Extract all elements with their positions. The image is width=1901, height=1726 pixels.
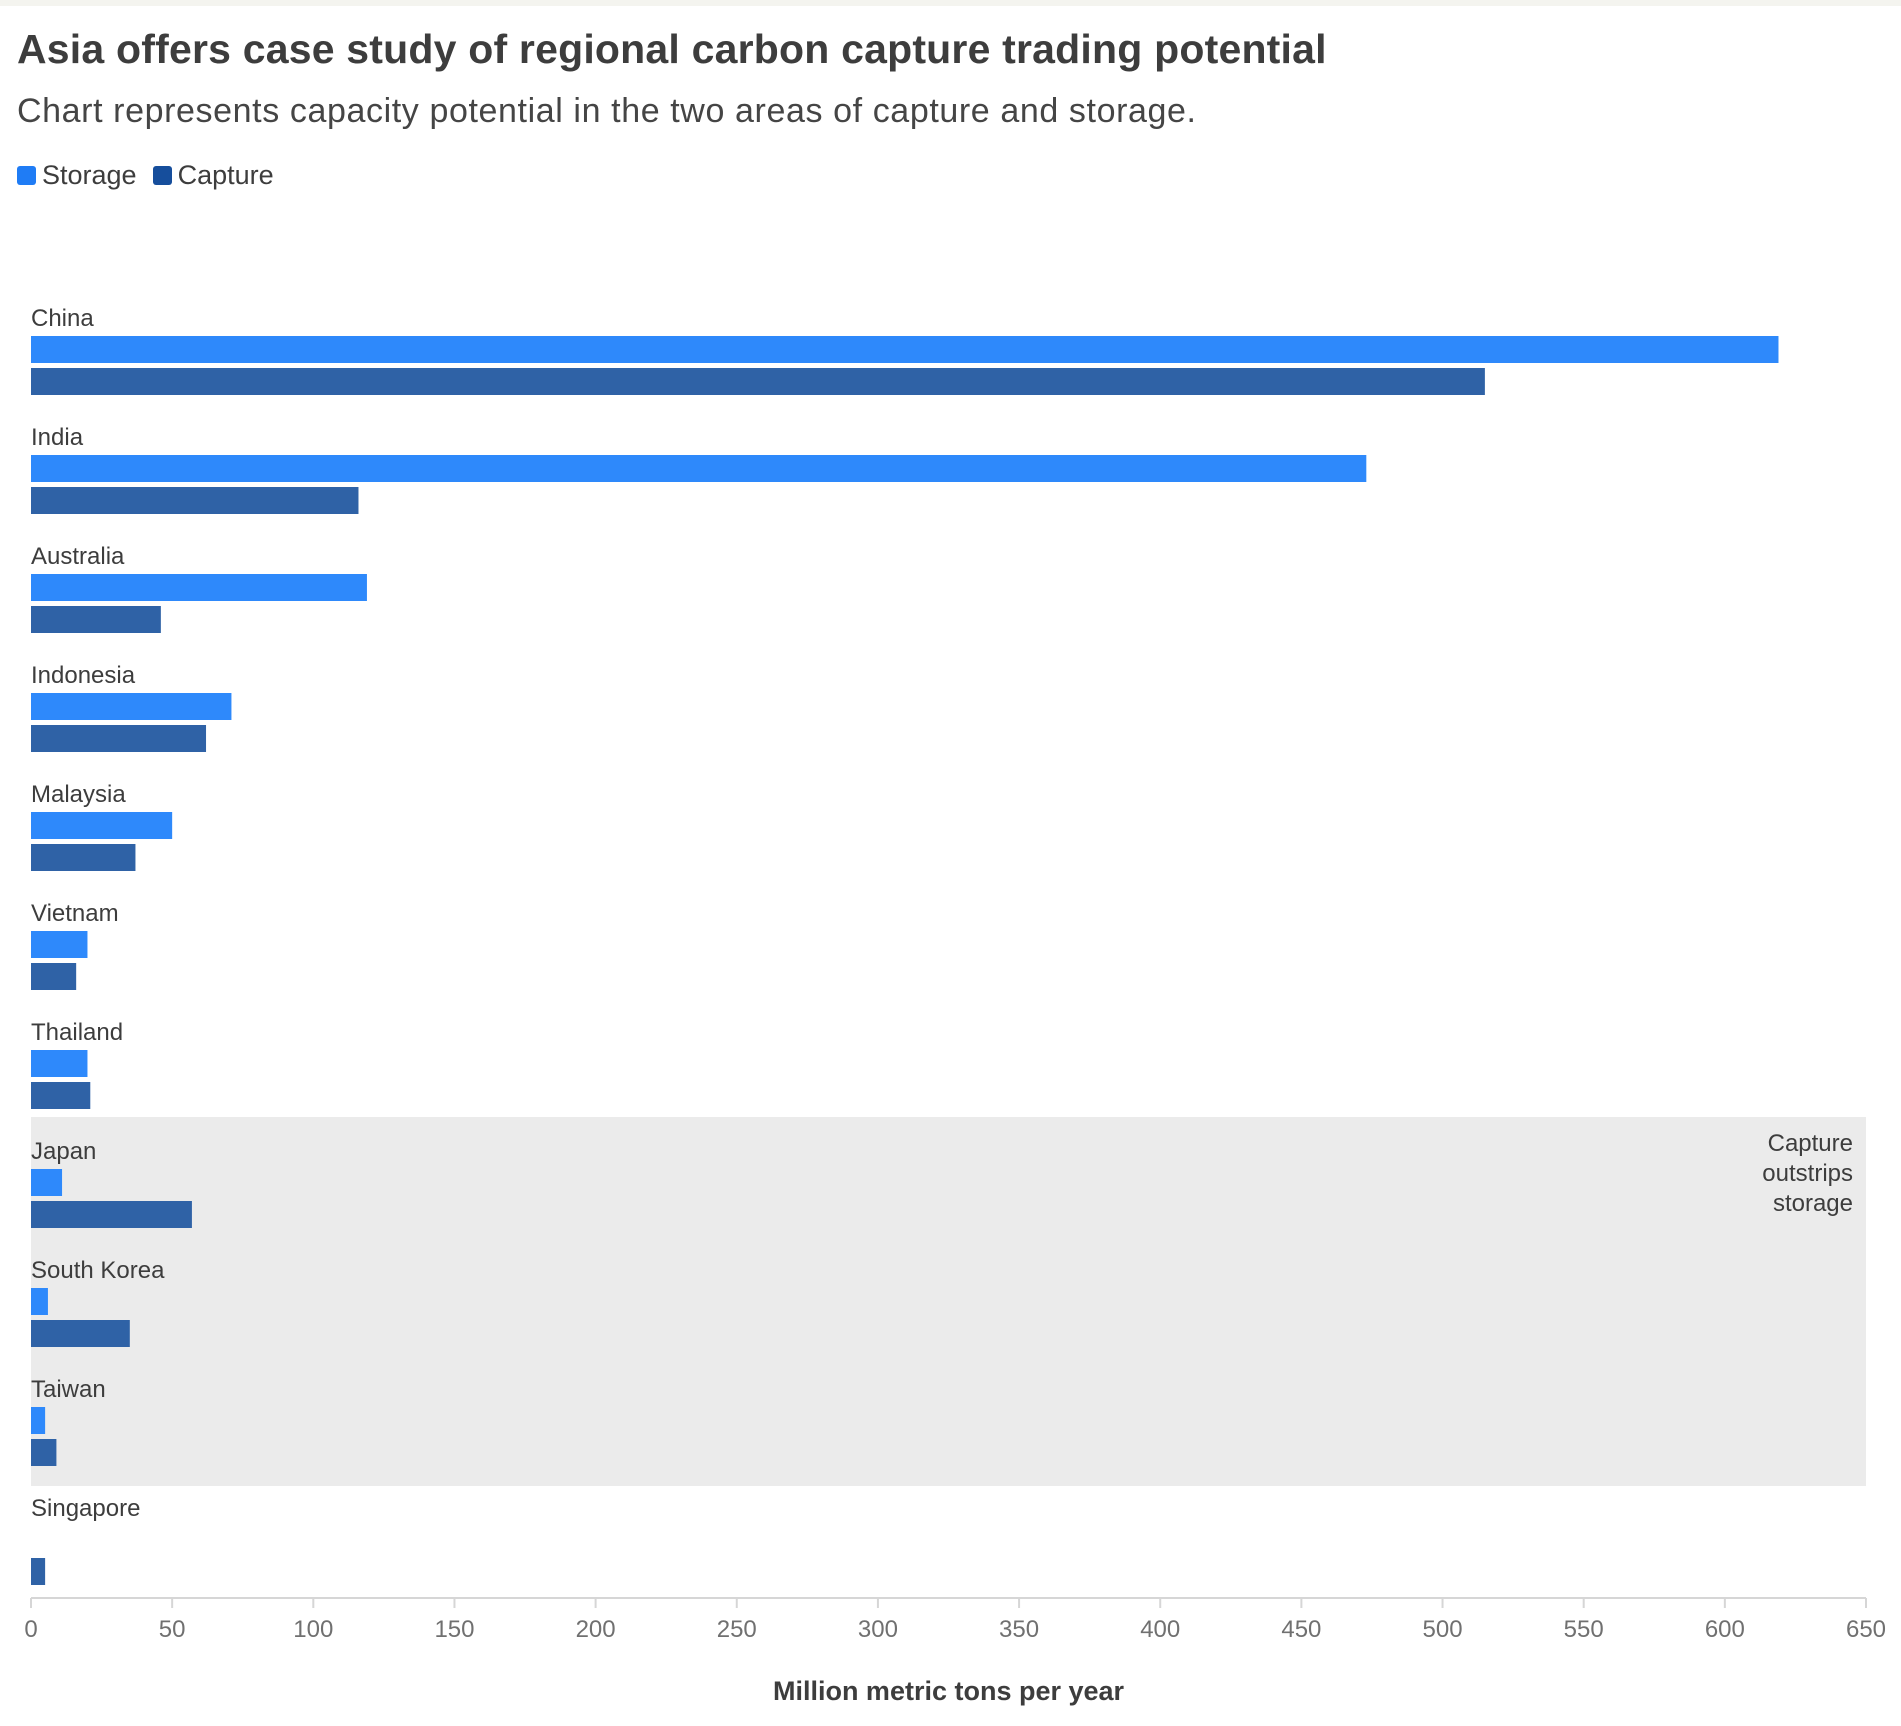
category-label: South Korea	[31, 1257, 165, 1284]
bar-capture	[31, 487, 359, 514]
top-border	[0, 0, 1901, 6]
bar-capture	[31, 368, 1485, 395]
bar-storage	[31, 693, 232, 720]
bar-storage	[31, 574, 367, 601]
legend-item-storage: Storage	[17, 160, 137, 191]
x-tick-label: 650	[1846, 1616, 1886, 1643]
bar-storage	[31, 336, 1779, 363]
bar-storage	[31, 1050, 88, 1077]
category-label: India	[31, 424, 84, 451]
bar-storage	[31, 455, 1367, 482]
category-label: Japan	[31, 1138, 96, 1165]
category-label: Malaysia	[31, 781, 126, 808]
x-tick-label: 100	[293, 1616, 333, 1643]
category-label: Vietnam	[31, 900, 119, 927]
annotation-text: Capture	[1768, 1130, 1853, 1157]
legend-label-capture: Capture	[177, 160, 274, 190]
bar-storage	[31, 1288, 48, 1315]
bar-storage	[31, 1407, 46, 1434]
bar-capture	[31, 725, 207, 752]
x-tick-label: 250	[717, 1616, 757, 1643]
category-label: China	[31, 305, 94, 332]
legend-swatch-capture	[152, 166, 172, 185]
legend-item-capture: Capture	[152, 160, 274, 191]
bar-storage	[31, 931, 88, 958]
bar-storage	[31, 812, 173, 839]
bar-capture	[31, 1320, 130, 1347]
bar-capture	[31, 1558, 46, 1585]
x-tick-label: 500	[1423, 1616, 1463, 1643]
annotation-text: outstrips	[1762, 1160, 1853, 1187]
x-tick-label: 600	[1705, 1616, 1745, 1643]
x-tick-label: 400	[1140, 1616, 1180, 1643]
legend-swatch-storage	[17, 166, 36, 185]
highlight-band	[31, 1117, 1866, 1486]
x-tick-label: 50	[159, 1616, 186, 1643]
legend-label-storage: Storage	[42, 160, 137, 190]
x-tick-label: 550	[1564, 1616, 1604, 1643]
x-tick-label: 450	[1281, 1616, 1321, 1643]
category-label: Thailand	[31, 1019, 123, 1046]
category-label: Singapore	[31, 1495, 140, 1522]
chart-subtitle: Chart represents capacity potential in t…	[17, 92, 1197, 130]
x-tick-label: 200	[576, 1616, 616, 1643]
category-label: Indonesia	[31, 662, 136, 689]
bar-capture	[31, 606, 161, 633]
bar-capture	[31, 844, 136, 871]
x-tick-label: 0	[24, 1616, 37, 1643]
bar-capture	[31, 963, 77, 990]
category-label: Australia	[31, 543, 125, 570]
x-tick-label: 150	[434, 1616, 474, 1643]
bar-capture	[31, 1201, 192, 1228]
x-axis-title: Million metric tons per year	[773, 1676, 1125, 1706]
annotation-text: storage	[1773, 1190, 1853, 1217]
chart-legend: Storage Capture	[17, 160, 290, 191]
bar-storage	[31, 1169, 63, 1196]
bar-capture	[31, 1439, 57, 1466]
chart-title: Asia offers case study of regional carbo…	[17, 26, 1327, 72]
x-tick-label: 350	[999, 1616, 1039, 1643]
x-tick-label: 300	[858, 1616, 898, 1643]
bar-capture	[31, 1082, 91, 1109]
category-label: Taiwan	[31, 1376, 106, 1403]
